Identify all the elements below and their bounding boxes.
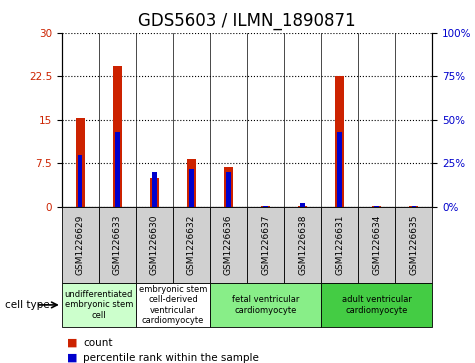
Text: undifferentiated
embryonic stem
cell: undifferentiated embryonic stem cell	[65, 290, 133, 320]
Text: fetal ventricular
cardiomyocyte: fetal ventricular cardiomyocyte	[232, 295, 299, 315]
Bar	[224, 167, 233, 207]
Text: GSM1226633: GSM1226633	[113, 215, 122, 275]
Text: count: count	[83, 338, 113, 348]
Bar	[284, 207, 321, 283]
Bar	[210, 207, 247, 283]
Bar	[152, 172, 157, 207]
Bar	[337, 132, 342, 207]
Bar	[189, 168, 194, 207]
Bar	[136, 207, 173, 283]
Bar	[150, 178, 159, 207]
Bar	[78, 155, 83, 207]
Bar	[210, 283, 321, 327]
Title: GDS5603 / ILMN_1890871: GDS5603 / ILMN_1890871	[138, 12, 356, 30]
Text: GSM1226636: GSM1226636	[224, 215, 233, 275]
Bar	[300, 203, 305, 207]
Bar	[335, 76, 344, 207]
Bar	[321, 283, 432, 327]
Bar	[298, 206, 307, 207]
Bar	[62, 207, 99, 283]
Bar	[76, 118, 85, 207]
Text: GSM1226635: GSM1226635	[409, 215, 418, 275]
Text: ■: ■	[66, 352, 77, 363]
Text: embryonic stem
cell-derived
ventricular
cardiomyocyte: embryonic stem cell-derived ventricular …	[139, 285, 207, 325]
Bar	[247, 207, 284, 283]
Text: GSM1226632: GSM1226632	[187, 215, 196, 275]
Bar	[62, 283, 136, 327]
Text: ■: ■	[66, 338, 77, 348]
Text: GSM1226629: GSM1226629	[76, 215, 85, 275]
Text: adult ventricular
cardiomyocyte: adult ventricular cardiomyocyte	[342, 295, 412, 315]
Text: GSM1226638: GSM1226638	[298, 215, 307, 275]
Text: GSM1226631: GSM1226631	[335, 215, 344, 275]
Text: GSM1226630: GSM1226630	[150, 215, 159, 275]
Bar	[372, 206, 381, 207]
Text: GSM1226637: GSM1226637	[261, 215, 270, 275]
Bar	[99, 207, 136, 283]
Text: cell type: cell type	[5, 300, 49, 310]
Bar	[261, 206, 270, 207]
Bar	[187, 159, 196, 207]
Bar	[409, 206, 418, 207]
Bar	[136, 283, 210, 327]
Bar	[358, 207, 395, 283]
Text: percentile rank within the sample: percentile rank within the sample	[83, 352, 259, 363]
Bar	[113, 66, 122, 207]
Bar	[321, 207, 358, 283]
Bar	[395, 207, 432, 283]
Bar	[115, 132, 120, 207]
Text: GSM1226634: GSM1226634	[372, 215, 381, 275]
Bar	[173, 207, 210, 283]
Bar	[226, 172, 231, 207]
